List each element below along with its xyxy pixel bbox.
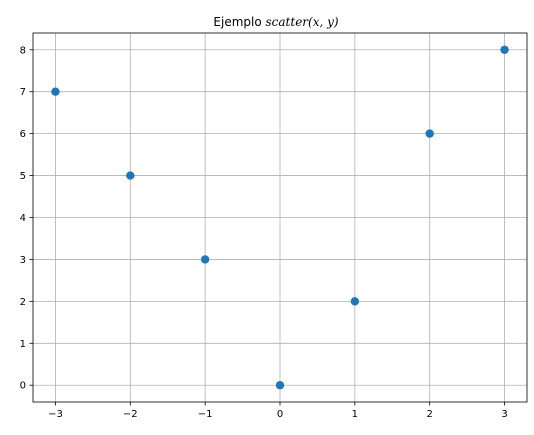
y-tick-label: 0: [20, 381, 26, 392]
y-tick-label: 5: [20, 171, 26, 182]
data-point: [51, 87, 60, 96]
x-tick-label: 1: [352, 409, 358, 420]
data-point: [200, 255, 210, 264]
chart-title-prefix: Ejemplo: [213, 15, 265, 29]
x-tick-label: −1: [198, 409, 213, 420]
data-point: [425, 129, 434, 138]
y-tick-label: 4: [20, 213, 26, 224]
x-tick-label: 2: [427, 409, 433, 420]
grid-lines: [33, 33, 527, 402]
x-tick-label: 0: [277, 409, 283, 420]
y-tick-label: 6: [20, 129, 26, 140]
data-point: [275, 381, 285, 390]
y-tick-label: 7: [20, 87, 26, 98]
x-tick-label: 3: [501, 409, 507, 420]
x-tick-label: −3: [48, 409, 63, 420]
scatter-points: [51, 45, 509, 390]
data-point: [126, 171, 135, 180]
chart-title: Ejemplo scatter(x, y): [213, 15, 338, 29]
y-tick-label: 2: [20, 297, 26, 308]
y-tick-label: 3: [20, 255, 26, 266]
chart-title-math: scatter(x, y): [266, 15, 339, 29]
y-tick-label: 1: [20, 339, 26, 350]
data-point: [500, 45, 509, 54]
x-tick-label: −2: [123, 409, 138, 420]
data-point: [350, 297, 360, 306]
axes: −3 −2 −1 0 1 2 3 0 1 2 3 4 5 6 7 8: [20, 32, 528, 420]
y-tick-label: 8: [20, 45, 26, 56]
